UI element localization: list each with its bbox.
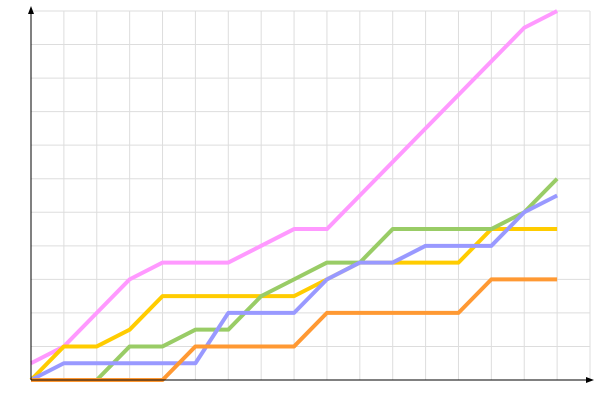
series-line — [30, 193, 559, 382]
plot-area — [29, 9, 559, 382]
series-line — [30, 9, 559, 366]
series-line — [31, 177, 559, 382]
grid — [30, 10, 591, 381]
series-line — [29, 227, 558, 382]
